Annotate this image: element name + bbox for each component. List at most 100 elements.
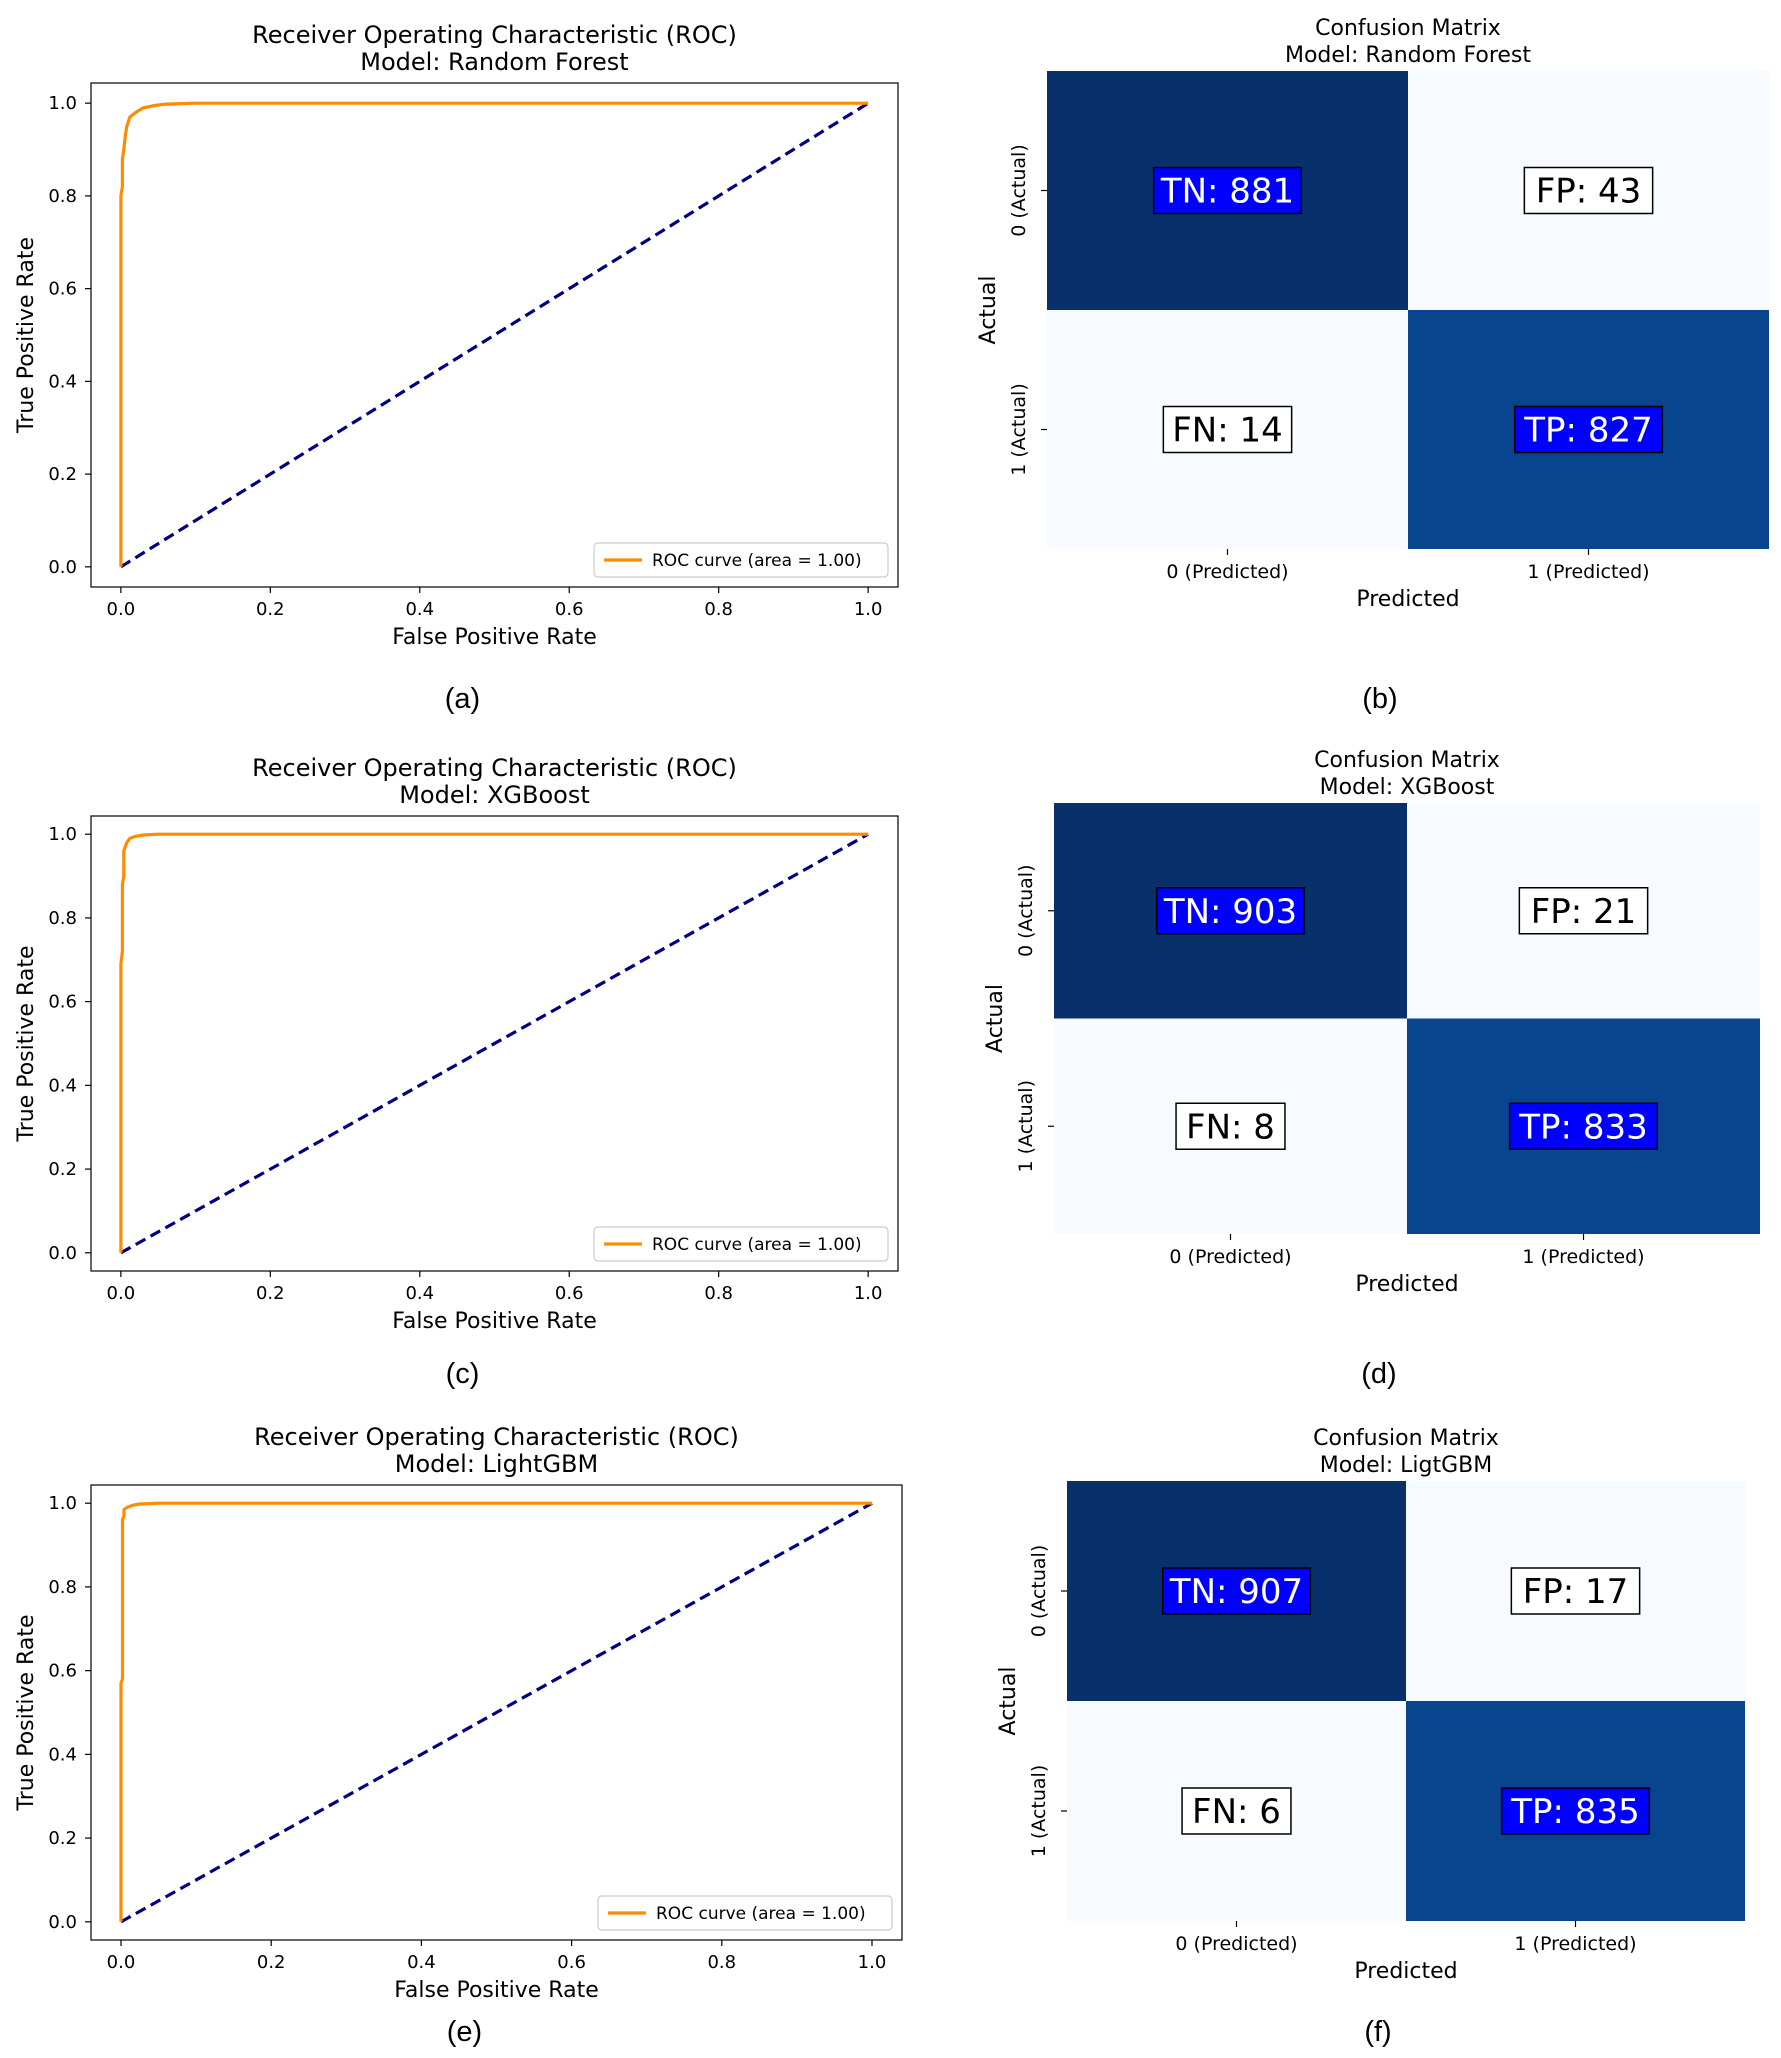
x-axis-label: Predicted	[1354, 1959, 1457, 1984]
panel-caption: (f)	[1364, 2016, 1391, 2048]
x-tick-label: 0.6	[557, 1952, 586, 1973]
legend-label: ROC curve (area = 1.00)	[656, 1904, 866, 1924]
cell-value-label: FP: 21	[1531, 892, 1637, 932]
y-tick-label: 0 (Actual)	[1028, 1545, 1050, 1637]
x-axis-label: Predicted	[1355, 1272, 1458, 1297]
chart-title: Confusion Matrix	[1313, 1426, 1499, 1451]
cell-value-badge	[1513, 405, 1664, 454]
legend-box	[593, 1226, 889, 1262]
cell-value-badge	[1155, 887, 1306, 935]
chart-subtitle: Model: Random Forest	[1285, 43, 1531, 68]
x-tick-label: 1 (Predicted)	[1527, 561, 1649, 583]
cell-value-label: TP: 833	[1518, 1107, 1647, 1147]
x-tick-label: 1 (Predicted)	[1514, 1933, 1636, 1955]
chance-diagonal-line	[120, 101, 869, 569]
cell-value-badge	[1523, 166, 1654, 215]
chart-title: Receiver Operating Characteristic (ROC)	[254, 1423, 739, 1451]
roc-chart-e: Receiver Operating Characteristic (ROC)M…	[14, 1423, 903, 2048]
y-axis-label: Actual	[976, 276, 1001, 345]
legend-label: ROC curve (area = 1.00)	[652, 1235, 862, 1255]
x-tick-label: 0.0	[107, 599, 136, 620]
x-tick-label: 1.0	[854, 1283, 883, 1304]
y-tick-label: 0.4	[48, 371, 77, 392]
chart-title: Receiver Operating Characteristic (ROC)	[252, 21, 737, 49]
legend-box	[593, 542, 889, 578]
chance-diagonal-line	[120, 832, 869, 1255]
y-tick-label: 0.2	[48, 1159, 77, 1180]
y-tick-label: 1.0	[48, 93, 77, 114]
roc-curve-line	[119, 101, 869, 567]
legend-box	[597, 1895, 893, 1931]
x-tick-label: 0.2	[256, 1283, 285, 1304]
chart-subtitle: Model: XGBoost	[1320, 775, 1495, 800]
cell-value-badge	[1152, 166, 1303, 215]
panel-caption: (a)	[445, 683, 480, 715]
roc-curve-line	[119, 832, 869, 1253]
chart-title: Receiver Operating Characteristic (ROC)	[252, 754, 737, 782]
y-tick-label: 1 (Actual)	[1015, 1080, 1037, 1172]
y-axis-label: True Positive Rate	[14, 1615, 39, 1812]
cell-value-badge	[1175, 1102, 1286, 1150]
roc-chart-c: Receiver Operating Characteristic (ROC)M…	[14, 754, 899, 1390]
x-tick-label: 1 (Predicted)	[1522, 1246, 1644, 1268]
panel-caption: (e)	[447, 2016, 482, 2048]
x-tick-label: 1.0	[858, 1952, 887, 1973]
panel-caption: (b)	[1362, 683, 1397, 715]
x-tick-label: 0 (Predicted)	[1166, 561, 1288, 583]
cell-value-label: FP: 43	[1536, 172, 1642, 212]
x-tick-label: 0.8	[704, 599, 733, 620]
x-tick-label: 0.0	[107, 1952, 136, 1973]
panel-caption: (c)	[446, 1358, 480, 1390]
y-tick-label: 0 (Actual)	[1008, 144, 1030, 236]
cell-value-badge	[1518, 887, 1649, 935]
x-tick-label: 0.6	[555, 1283, 584, 1304]
x-tick-label: 1.0	[854, 599, 883, 620]
roc-chart-a: Receiver Operating Characteristic (ROC)M…	[14, 21, 899, 715]
cell-value-label: TP: 827	[1523, 411, 1652, 451]
chart-title: Confusion Matrix	[1315, 16, 1501, 41]
y-tick-label: 0.6	[48, 1661, 77, 1682]
y-tick-label: 0.6	[48, 279, 77, 300]
cell-value-badge	[1500, 1787, 1651, 1835]
y-axis-label: Actual	[996, 1667, 1021, 1736]
y-tick-label: 0.4	[48, 1744, 77, 1765]
x-axis-label: False Positive Rate	[394, 1978, 598, 2003]
chart-subtitle: Model: LightGBM	[395, 1450, 598, 1478]
cell-value-badge	[1161, 1567, 1312, 1615]
chart-subtitle: Model: Random Forest	[360, 48, 628, 76]
chart-title: Confusion Matrix	[1314, 748, 1500, 773]
y-axis-label: Actual	[983, 984, 1008, 1053]
x-axis-label: False Positive Rate	[392, 1309, 596, 1334]
chance-diagonal-line	[120, 1501, 873, 1924]
y-tick-label: 0.0	[48, 1912, 77, 1933]
panel-caption: (d)	[1361, 1358, 1396, 1390]
y-tick-label: 1 (Actual)	[1008, 383, 1030, 475]
y-axis-label: True Positive Rate	[14, 237, 39, 434]
y-tick-label: 0 (Actual)	[1015, 865, 1037, 957]
cell-value-badge	[1162, 405, 1293, 454]
y-tick-label: 1.0	[48, 1493, 77, 1514]
cell-value-label: TN: 881	[1160, 172, 1294, 212]
cell-value-label: TP: 835	[1510, 1792, 1639, 1832]
x-tick-label: 0.2	[257, 1952, 286, 1973]
x-tick-label: 0.4	[407, 1952, 436, 1973]
x-tick-label: 0.4	[405, 1283, 434, 1304]
x-axis-label: False Positive Rate	[392, 625, 596, 650]
x-tick-label: 0.8	[707, 1952, 736, 1973]
y-tick-label: 0.0	[48, 557, 77, 578]
x-tick-label: 0 (Predicted)	[1169, 1246, 1291, 1268]
y-tick-label: 0.8	[48, 1577, 77, 1598]
y-tick-label: 0.8	[48, 186, 77, 207]
cell-value-label: FN: 14	[1172, 411, 1283, 451]
x-axis-label: Predicted	[1356, 587, 1459, 612]
cell-value-label: FN: 8	[1186, 1107, 1275, 1147]
y-tick-label: 0.0	[48, 1243, 77, 1264]
chart-subtitle: Model: LigtGBM	[1320, 1453, 1493, 1478]
cell-value-badge	[1181, 1787, 1292, 1835]
y-tick-label: 0.6	[48, 992, 77, 1013]
x-tick-label: 0.4	[405, 599, 434, 620]
x-tick-label: 0.6	[555, 599, 584, 620]
cell-value-badge	[1508, 1102, 1659, 1150]
